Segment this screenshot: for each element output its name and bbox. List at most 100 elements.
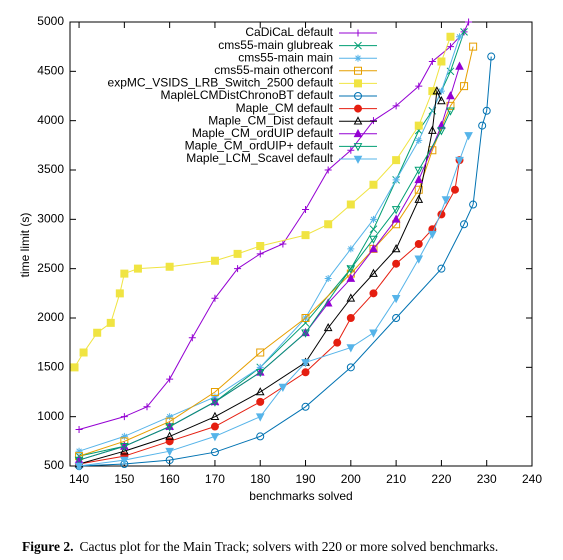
y-tick-label: 5000: [37, 14, 64, 28]
x-tick-label: 180: [250, 472, 270, 486]
x-tick-label: 190: [296, 472, 316, 486]
point: [482, 106, 491, 115]
point: [487, 52, 496, 61]
point: [446, 91, 455, 100]
point: [165, 431, 174, 440]
point: [469, 200, 478, 209]
point: [369, 117, 377, 125]
point: [255, 368, 265, 378]
point: [346, 293, 356, 302]
point: [460, 82, 469, 91]
point: [255, 387, 265, 396]
point: [115, 289, 124, 298]
y-tick-label: 4500: [37, 64, 64, 78]
point: [256, 363, 264, 371]
point: [211, 294, 219, 302]
point: [346, 314, 355, 322]
point: [369, 289, 378, 298]
caption-text: Cactus plot for the Main Track; solvers …: [80, 539, 499, 554]
legend-marker: [353, 116, 363, 125]
plot-frame: [69, 21, 533, 467]
point: [347, 146, 355, 154]
point: [446, 32, 455, 41]
y-tick-label: 1000: [37, 409, 64, 423]
series-line: [79, 56, 492, 467]
point: [165, 447, 174, 457]
point: [369, 235, 378, 244]
point: [301, 402, 310, 411]
point: [234, 265, 242, 273]
point: [455, 61, 464, 70]
point: [428, 57, 436, 65]
point: [369, 244, 378, 253]
point: [323, 322, 333, 332]
legend-marker: [354, 104, 362, 113]
legend-marker: [353, 128, 363, 138]
y-tick-label: 500: [44, 458, 64, 472]
y-tick-label: 2500: [37, 261, 64, 275]
y-axis-label: time limit (s): [18, 213, 32, 278]
x-tick-label: 170: [205, 472, 225, 486]
point: [75, 425, 83, 433]
y-tick-label: 1500: [37, 360, 64, 374]
point: [414, 240, 423, 248]
point: [392, 314, 401, 322]
point: [441, 196, 451, 205]
point: [414, 166, 424, 175]
point: [428, 125, 437, 134]
y-tick-label: 3000: [37, 212, 64, 226]
point: [432, 86, 442, 95]
point: [165, 423, 174, 432]
point: [210, 388, 219, 396]
point: [369, 225, 378, 234]
point: [428, 230, 437, 240]
point: [210, 448, 219, 457]
point: [437, 264, 446, 273]
point: [437, 57, 446, 66]
point: [333, 338, 342, 347]
point: [469, 42, 478, 51]
point: [93, 328, 102, 337]
point: [210, 411, 220, 420]
x-tick-label: 220: [431, 472, 451, 486]
point: [369, 329, 378, 338]
point: [279, 240, 287, 248]
point: [324, 220, 333, 229]
point: [211, 393, 219, 401]
point: [369, 180, 378, 189]
point: [369, 215, 377, 223]
series-line: [78, 110, 451, 461]
series-line: [78, 89, 442, 465]
point: [302, 205, 310, 213]
point: [210, 398, 220, 407]
point: [392, 156, 401, 165]
series-line: [78, 160, 461, 465]
point: [166, 375, 174, 383]
legend-label: Maple_CM_ordUIP default: [192, 126, 334, 140]
point: [188, 334, 196, 342]
point: [278, 383, 288, 392]
legend-marker: [354, 54, 362, 62]
legend-marker: [353, 143, 363, 152]
y-tick-label: 4000: [37, 113, 64, 127]
point: [120, 269, 129, 278]
point: [301, 314, 310, 322]
point: [478, 121, 487, 130]
point: [74, 456, 84, 466]
series-line: [78, 46, 474, 457]
legend-label: Maple_LCM_Scavel default: [186, 151, 333, 165]
point: [437, 96, 446, 105]
legend-marker: [354, 29, 362, 37]
point: [446, 43, 454, 51]
point: [437, 87, 445, 95]
point: [120, 442, 129, 452]
x-tick-label: 230: [477, 472, 497, 486]
point: [301, 368, 310, 377]
legend-marker: [353, 155, 363, 164]
x-tick-label: 210: [386, 472, 406, 486]
point: [324, 275, 332, 283]
point: [256, 250, 264, 258]
point: [120, 432, 128, 440]
